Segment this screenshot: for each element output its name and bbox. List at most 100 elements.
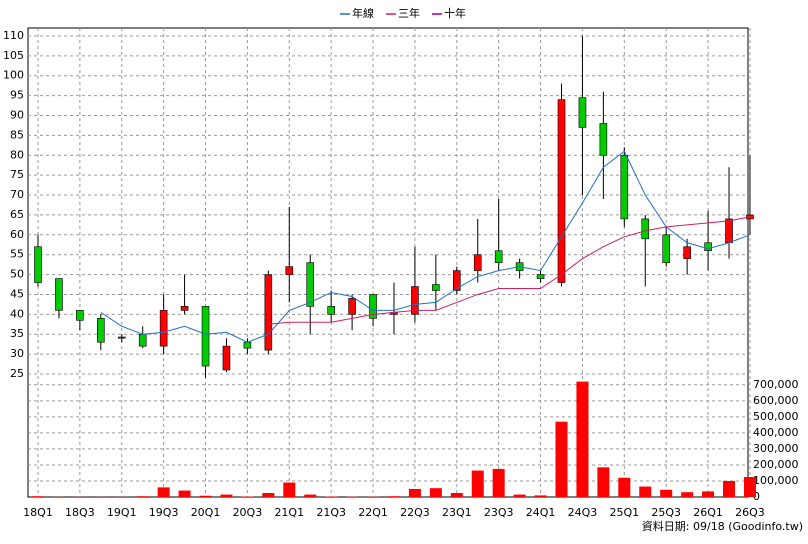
- y-tick-label: 40: [10, 307, 24, 320]
- candle-body: [55, 279, 62, 311]
- candle-body: [579, 98, 586, 128]
- candle-body: [600, 123, 607, 155]
- candle-body: [286, 267, 293, 275]
- x-tick-label: 19Q3: [149, 506, 179, 519]
- x-tick-label: 20Q1: [191, 506, 221, 519]
- volume-bar: [430, 488, 442, 497]
- candle-body: [76, 310, 83, 320]
- x-tick-label: 21Q3: [316, 506, 346, 519]
- volume-bar: [681, 492, 693, 497]
- candle-body: [432, 285, 439, 291]
- x-tick-label: 24Q3: [568, 506, 598, 519]
- y-tick-label: 90: [10, 108, 24, 121]
- volume-bar: [409, 489, 421, 497]
- x-tick-label: 18Q3: [65, 506, 95, 519]
- volume-bar: [576, 382, 588, 497]
- candle-body: [621, 155, 628, 219]
- volume-bar: [618, 478, 630, 497]
- y-tick-label: 70: [10, 188, 24, 201]
- x-tick-label: 20Q3: [233, 506, 263, 519]
- volume-bar: [32, 496, 44, 497]
- x-tick-label: 26Q3: [735, 506, 765, 519]
- volume-bar: [556, 422, 568, 497]
- x-tick-label: 25Q3: [651, 506, 681, 519]
- candle-body: [265, 275, 272, 351]
- candle-body: [307, 263, 314, 307]
- volume-bar: [744, 477, 756, 497]
- y2-tick-label: 200,000: [753, 458, 799, 471]
- volume-bar: [639, 487, 651, 497]
- volume-bar: [304, 495, 316, 497]
- x-tick-label: 21Q1: [274, 506, 304, 519]
- y-tick-label: 75: [10, 168, 24, 181]
- candle-body: [160, 310, 167, 346]
- volume-bar: [660, 490, 672, 497]
- candle-body: [349, 298, 356, 314]
- y-tick-label: 35: [10, 327, 24, 340]
- volume-bar: [723, 481, 735, 497]
- source-note: 資料日期: 09/18 (Goodinfo.tw): [642, 519, 803, 533]
- y-tick-label: 30: [10, 347, 24, 360]
- y-tick-label: 110: [3, 29, 24, 42]
- y2-tick-label: 600,000: [753, 394, 799, 407]
- volume-bar: [220, 495, 232, 497]
- candle-body: [118, 337, 125, 338]
- y-tick-label: 95: [10, 89, 24, 102]
- candle-body: [558, 100, 565, 283]
- y-tick-label: 60: [10, 228, 24, 241]
- legend-label: 三年: [398, 6, 420, 20]
- x-tick-label: 26Q1: [693, 506, 723, 519]
- y-tick-label: 50: [10, 268, 24, 281]
- candle-body: [328, 306, 335, 314]
- y-tick-label: 85: [10, 128, 24, 141]
- volume-bar: [493, 469, 505, 497]
- candle-body: [139, 334, 146, 346]
- x-tick-label: 24Q1: [526, 506, 556, 519]
- volume-bar: [472, 471, 484, 497]
- x-tick-label: 23Q3: [484, 506, 514, 519]
- x-tick-label: 22Q1: [358, 506, 388, 519]
- candle-body: [181, 306, 188, 310]
- plot-frame: [28, 28, 748, 497]
- volume-bar: [179, 491, 191, 497]
- volume-bar: [514, 495, 526, 497]
- y-tick-label: 100: [3, 69, 24, 82]
- y2-tick-label: 500,000: [753, 410, 799, 423]
- volume-bar: [702, 491, 714, 497]
- y-tick-label: 105: [3, 49, 24, 62]
- candle-body: [537, 275, 544, 279]
- y2-tick-label: 400,000: [753, 426, 799, 439]
- candle-body: [684, 247, 691, 259]
- volume-bar: [137, 496, 149, 497]
- legend-label: 年線: [352, 6, 374, 20]
- y2-tick-label: 100,000: [753, 474, 799, 487]
- y-tick-label: 25: [10, 367, 24, 380]
- candle-body: [663, 235, 670, 263]
- volume-bar: [158, 487, 170, 497]
- candle-body: [35, 247, 42, 283]
- y2-tick-label: 300,000: [753, 442, 799, 455]
- candle-body: [495, 251, 502, 263]
- x-tick-label: 19Q1: [107, 506, 137, 519]
- x-tick-label: 23Q1: [442, 506, 472, 519]
- candle-body: [202, 306, 209, 366]
- y-tick-label: 80: [10, 148, 24, 161]
- x-tick-label: 22Q3: [400, 506, 430, 519]
- x-tick-label: 18Q1: [23, 506, 53, 519]
- candle-body: [726, 219, 733, 243]
- volume-bar: [451, 493, 463, 497]
- candle-body: [474, 255, 481, 271]
- y2-tick-label: 700,000: [753, 378, 799, 391]
- volume-bar: [262, 493, 274, 497]
- volume-bar: [535, 495, 547, 497]
- x-tick-label: 25Q1: [609, 506, 639, 519]
- volume-bar: [597, 467, 609, 497]
- candle-body: [705, 243, 712, 251]
- volume-bar: [283, 483, 295, 497]
- y-tick-label: 45: [10, 287, 24, 300]
- legend-label: 十年: [444, 6, 466, 20]
- y-tick-label: 65: [10, 208, 24, 221]
- candle-body: [97, 318, 104, 342]
- y-tick-label: 55: [10, 248, 24, 261]
